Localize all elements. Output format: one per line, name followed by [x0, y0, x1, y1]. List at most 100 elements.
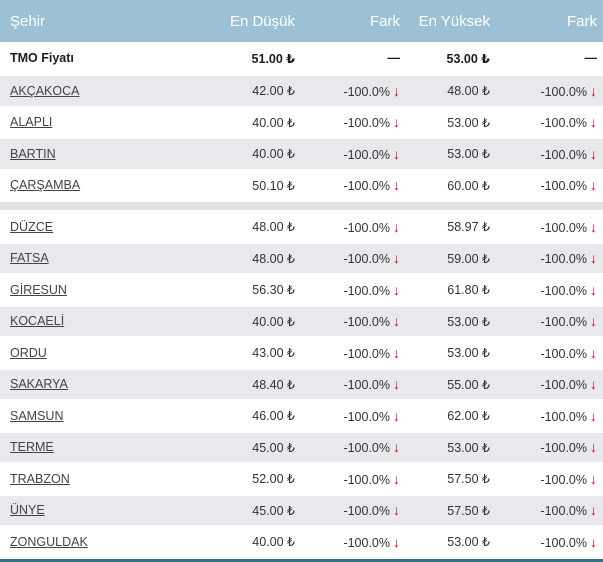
city-link[interactable]: ÜNYE: [10, 503, 45, 518]
highest-price: 53.00 ₺: [447, 535, 490, 550]
highest-price: 53.00 ₺: [447, 440, 490, 455]
table-row: ALAPLI 40.00 ₺ -100.0% ↓ 53.00 ₺ -100.0% ↓: [0, 107, 603, 139]
city-cell: ÇARŞAMBA: [0, 178, 181, 192]
table-row: BARTIN 40.00 ₺ -100.0% ↓ 53.00 ₺ -100.0% ↓: [0, 139, 603, 171]
table-row: AKÇAKOCA 42.00 ₺ -100.0% ↓ 48.00 ₺ -100.0…: [0, 76, 603, 108]
city-link[interactable]: GİRESUN: [10, 282, 67, 297]
down-arrow-icon: ↓: [590, 502, 597, 519]
table-row: ÇARŞAMBA 50.10 ₺ -100.0% ↓ 60.00 ₺ -100.0…: [0, 170, 603, 202]
rows-group-2: DÜZCE 48.00 ₺ -100.0% ↓ 58.97 ₺ -100.0% ↓ …: [0, 212, 603, 559]
city-link[interactable]: ALAPLI: [10, 115, 53, 130]
city-cell: ALAPLI: [0, 115, 181, 129]
change-high-pct: -100.0%: [540, 147, 587, 162]
change-high-cell: -100.0% ↓: [496, 83, 603, 99]
down-arrow-icon: ↓: [590, 470, 597, 487]
down-arrow-icon: ↓: [590, 177, 597, 194]
table-row: TRABZON 52.00 ₺ -100.0% ↓ 57.50 ₺ -100.0%…: [0, 464, 603, 496]
city-link[interactable]: AKÇAKOCA: [10, 83, 80, 98]
down-arrow-icon: ↓: [393, 82, 400, 99]
city-cell: DÜZCE: [0, 220, 181, 234]
change-low-cell: -100.0% ↓: [301, 146, 406, 162]
city-cell: ÜNYE: [0, 503, 181, 517]
table-row: ÜNYE 45.00 ₺ -100.0% ↓ 57.50 ₺ -100.0% ↓: [0, 495, 603, 527]
col-header-change1: Fark: [370, 12, 400, 30]
down-arrow-icon: ↓: [393, 470, 400, 487]
city-link[interactable]: TRABZON: [10, 471, 70, 486]
city-cell: ZONGULDAK: [0, 535, 181, 549]
city-link[interactable]: ZONGULDAK: [10, 534, 88, 549]
down-arrow-icon: ↓: [393, 250, 400, 267]
change-high-cell: -100.0% ↓: [496, 439, 603, 455]
change-high-pct: -100.0%: [540, 283, 587, 298]
city-cell: KOCAELİ: [0, 314, 181, 328]
city-link[interactable]: ÇARŞAMBA: [10, 178, 81, 193]
change-high-pct: -100.0%: [540, 346, 587, 361]
change-low-pct: -100.0%: [343, 179, 390, 194]
down-arrow-icon: ↓: [590, 376, 597, 393]
lowest-price: 45.00 ₺: [252, 503, 295, 518]
change-high-cell: -100.0% ↓: [496, 282, 603, 298]
table-header-row: Şehir En Düşük Fark En Yüksek Fark: [0, 0, 603, 42]
down-arrow-icon: ↓: [590, 439, 597, 456]
change-low-pct: -100.0%: [343, 346, 390, 361]
lowest-price: 45.00 ₺: [252, 440, 295, 455]
change-low-cell: -100.0% ↓: [301, 250, 406, 266]
down-arrow-icon: ↓: [393, 313, 400, 330]
down-arrow-icon: ↓: [393, 145, 400, 162]
change-high-pct: -100.0%: [540, 179, 587, 194]
table-row: SAMSUN 46.00 ₺ -100.0% ↓ 62.00 ₺ -100.0% ↓: [0, 401, 603, 433]
change-high-pct: -100.0%: [540, 252, 587, 267]
lowest-price: 40.00 ₺: [252, 147, 295, 162]
change-low-pct: -100.0%: [343, 283, 390, 298]
city-link[interactable]: DÜZCE: [10, 219, 54, 234]
city-cell: FATSA: [0, 251, 181, 265]
tmo-highest-price: 53.00 ₺: [446, 51, 490, 66]
change-high-cell: -100.0% ↓: [496, 313, 603, 329]
change-high-cell: -100.0% ↓: [496, 471, 603, 487]
change-high-pct: -100.0%: [540, 116, 587, 131]
change-low-pct: -100.0%: [343, 252, 390, 267]
city-link[interactable]: SAMSUN: [10, 408, 64, 423]
down-arrow-icon: ↓: [590, 218, 597, 235]
down-arrow-icon: ↓: [590, 407, 597, 424]
change-low-pct: -100.0%: [343, 220, 390, 235]
change-low-pct: -100.0%: [343, 472, 390, 487]
change-low-cell: -100.0% ↓: [301, 282, 406, 298]
tmo-change-low: —: [387, 51, 401, 65]
city-cell: TRABZON: [0, 472, 181, 486]
down-arrow-icon: ↓: [590, 313, 597, 330]
change-high-cell: -100.0% ↓: [496, 219, 603, 235]
change-low-cell: -100.0% ↓: [301, 534, 406, 550]
bottom-section-bar: [0, 558, 603, 562]
tmo-change-high: —: [584, 51, 598, 65]
down-arrow-icon: ↓: [393, 533, 400, 550]
change-high-cell: -100.0% ↓: [496, 114, 603, 130]
change-high-cell: -100.0% ↓: [496, 177, 603, 193]
city-link[interactable]: FATSA: [10, 251, 49, 266]
change-low-pct: -100.0%: [343, 84, 390, 99]
down-arrow-icon: ↓: [590, 250, 597, 267]
city-link[interactable]: KOCAELİ: [10, 314, 65, 329]
change-low-cell: -100.0% ↓: [301, 219, 406, 235]
change-low-pct: -100.0%: [343, 315, 390, 330]
city-cell: TERME: [0, 440, 181, 454]
change-high-cell: -100.0% ↓: [496, 376, 603, 392]
down-arrow-icon: ↓: [393, 439, 400, 456]
highest-price: 62.00 ₺: [447, 409, 490, 424]
city-link[interactable]: TERME: [10, 440, 54, 455]
col-header-change2: Fark: [567, 12, 597, 30]
change-high-pct: -100.0%: [540, 441, 587, 456]
city-link[interactable]: BARTIN: [10, 146, 56, 161]
change-low-pct: -100.0%: [343, 378, 390, 393]
table-row: FATSA 48.00 ₺ -100.0% ↓ 59.00 ₺ -100.0% ↓: [0, 243, 603, 275]
lowest-price: 52.00 ₺: [252, 472, 295, 487]
lowest-price: 50.10 ₺: [252, 178, 295, 193]
city-link[interactable]: ORDU: [10, 345, 47, 360]
change-high-cell: -100.0% ↓: [496, 345, 603, 361]
city-link[interactable]: SAKARYA: [10, 377, 68, 392]
change-high-pct: -100.0%: [540, 220, 587, 235]
change-low-cell: -100.0% ↓: [301, 345, 406, 361]
change-low-cell: -100.0% ↓: [301, 313, 406, 329]
lowest-price: 48.40 ₺: [252, 377, 295, 392]
